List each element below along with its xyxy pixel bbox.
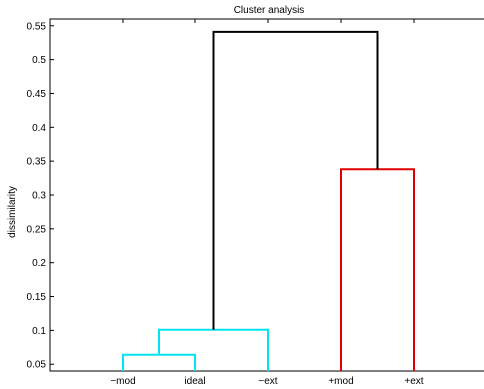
y-tick-label: 0.3 xyxy=(32,191,46,202)
dendrogram-links xyxy=(122,30,415,371)
leaf-label: −mod xyxy=(110,376,135,387)
y-tick-label: 0.25 xyxy=(27,224,47,235)
y-tick-label: 0.05 xyxy=(27,360,47,371)
leaf-label: +mod xyxy=(328,376,353,387)
dendrogram-link xyxy=(158,328,269,371)
dendrogram-link xyxy=(340,168,415,371)
y-tick-label: 0.5 xyxy=(32,55,46,66)
chart-title: Cluster analysis xyxy=(234,5,305,16)
y-tick-label: 0.15 xyxy=(27,292,47,303)
y-axis-label: dissimilarity xyxy=(7,186,18,238)
dendrogram-link xyxy=(212,30,379,330)
y-tick-label: 0.55 xyxy=(27,21,47,32)
leaf-label: +ext xyxy=(404,376,423,387)
y-tick-label: 0.35 xyxy=(27,157,47,168)
dendrogram-link xyxy=(122,353,196,371)
leaf-label: −ext xyxy=(258,376,277,387)
y-tick-label: 0.1 xyxy=(32,326,46,337)
leaf-label: ideal xyxy=(184,376,205,387)
y-tick-label: 0.45 xyxy=(27,89,47,100)
y-axis-ticks: 0.05 0.1 0.15 0.2 0.25 0.3 0.35 0.4 0.45 0.5 0.55 xyxy=(27,21,54,371)
y-tick-label: 0.2 xyxy=(32,258,46,269)
y-tick-label: 0.4 xyxy=(32,123,46,134)
plot-frame xyxy=(49,18,484,372)
